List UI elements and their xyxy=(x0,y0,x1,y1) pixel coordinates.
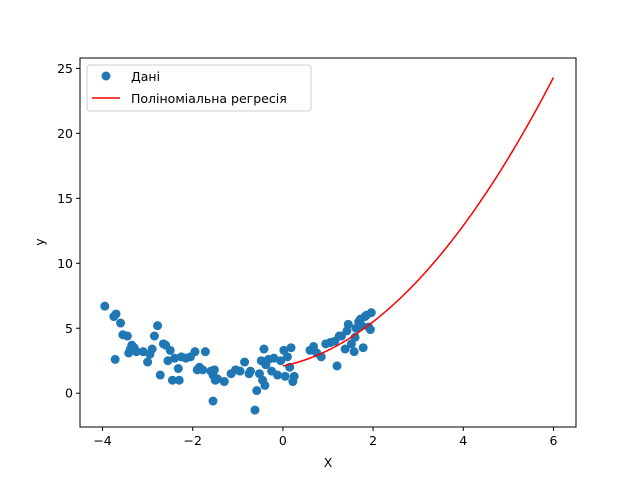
data-point xyxy=(219,377,229,387)
data-point xyxy=(280,371,290,381)
data-point xyxy=(147,344,157,354)
data-point xyxy=(276,356,286,366)
data-point xyxy=(174,375,184,385)
data-point xyxy=(240,357,250,367)
data-point xyxy=(149,331,159,341)
x-tick-label: 4 xyxy=(459,433,467,448)
legend-box xyxy=(86,64,312,112)
data-point xyxy=(116,318,126,328)
data-point xyxy=(100,301,110,311)
data-point xyxy=(332,361,342,371)
data-point xyxy=(190,347,200,357)
data-point xyxy=(163,356,173,366)
data-point xyxy=(170,353,180,363)
data-point xyxy=(173,364,183,374)
data-point xyxy=(208,396,218,406)
x-tick-label: −4 xyxy=(93,433,111,448)
data-point xyxy=(110,354,120,364)
axes-frame xyxy=(79,57,577,428)
data-point xyxy=(269,353,279,363)
x-tick-label: −2 xyxy=(184,433,202,448)
data-point xyxy=(289,371,299,381)
y-tick-label: 20 xyxy=(57,126,73,141)
regression-line xyxy=(282,77,555,367)
y-tick-label: 5 xyxy=(65,321,73,336)
data-point xyxy=(349,347,359,357)
data-point xyxy=(252,386,262,396)
x-tick-label: 6 xyxy=(549,433,557,448)
y-axis-label: y xyxy=(32,238,47,246)
legend: Дані Поліноміальна регресія xyxy=(86,64,312,112)
data-point xyxy=(245,366,255,376)
data-point xyxy=(165,345,175,355)
data-point xyxy=(131,347,141,357)
data-point xyxy=(122,331,132,341)
y-tick-label: 15 xyxy=(57,191,73,206)
legend-scatter-marker xyxy=(101,71,111,81)
data-point xyxy=(250,405,260,415)
data-point xyxy=(167,375,177,385)
data-point xyxy=(209,365,219,375)
legend-label-data: Дані xyxy=(131,69,160,84)
data-point xyxy=(111,309,121,319)
data-point xyxy=(213,374,223,384)
data-point xyxy=(340,344,350,354)
plot-area xyxy=(100,77,555,415)
data-point xyxy=(200,347,210,357)
x-tick-label: 2 xyxy=(369,433,377,448)
data-point xyxy=(358,343,368,353)
x-axis-label: X xyxy=(324,455,333,470)
data-point xyxy=(343,319,353,329)
data-point xyxy=(143,357,153,367)
y-tick-label: 25 xyxy=(57,61,73,76)
data-point xyxy=(138,347,148,357)
data-point xyxy=(286,343,296,353)
data-point xyxy=(282,352,292,362)
data-point xyxy=(366,308,376,318)
data-point xyxy=(155,370,165,380)
data-point xyxy=(260,380,270,390)
data-point xyxy=(235,366,245,376)
data-point xyxy=(198,365,208,375)
data-point xyxy=(272,370,282,380)
axis-ticks: −4 −2 0 2 4 6 0 5 10 15 20 25 xyxy=(57,61,557,448)
data-point xyxy=(365,325,375,335)
data-point xyxy=(153,321,163,331)
y-tick-label: 10 xyxy=(57,256,73,271)
data-point xyxy=(350,332,360,342)
x-tick-label: 0 xyxy=(279,433,287,448)
y-tick-label: 0 xyxy=(65,386,73,401)
data-point xyxy=(259,344,269,354)
legend-label-regression: Поліноміальна регресія xyxy=(131,91,287,106)
